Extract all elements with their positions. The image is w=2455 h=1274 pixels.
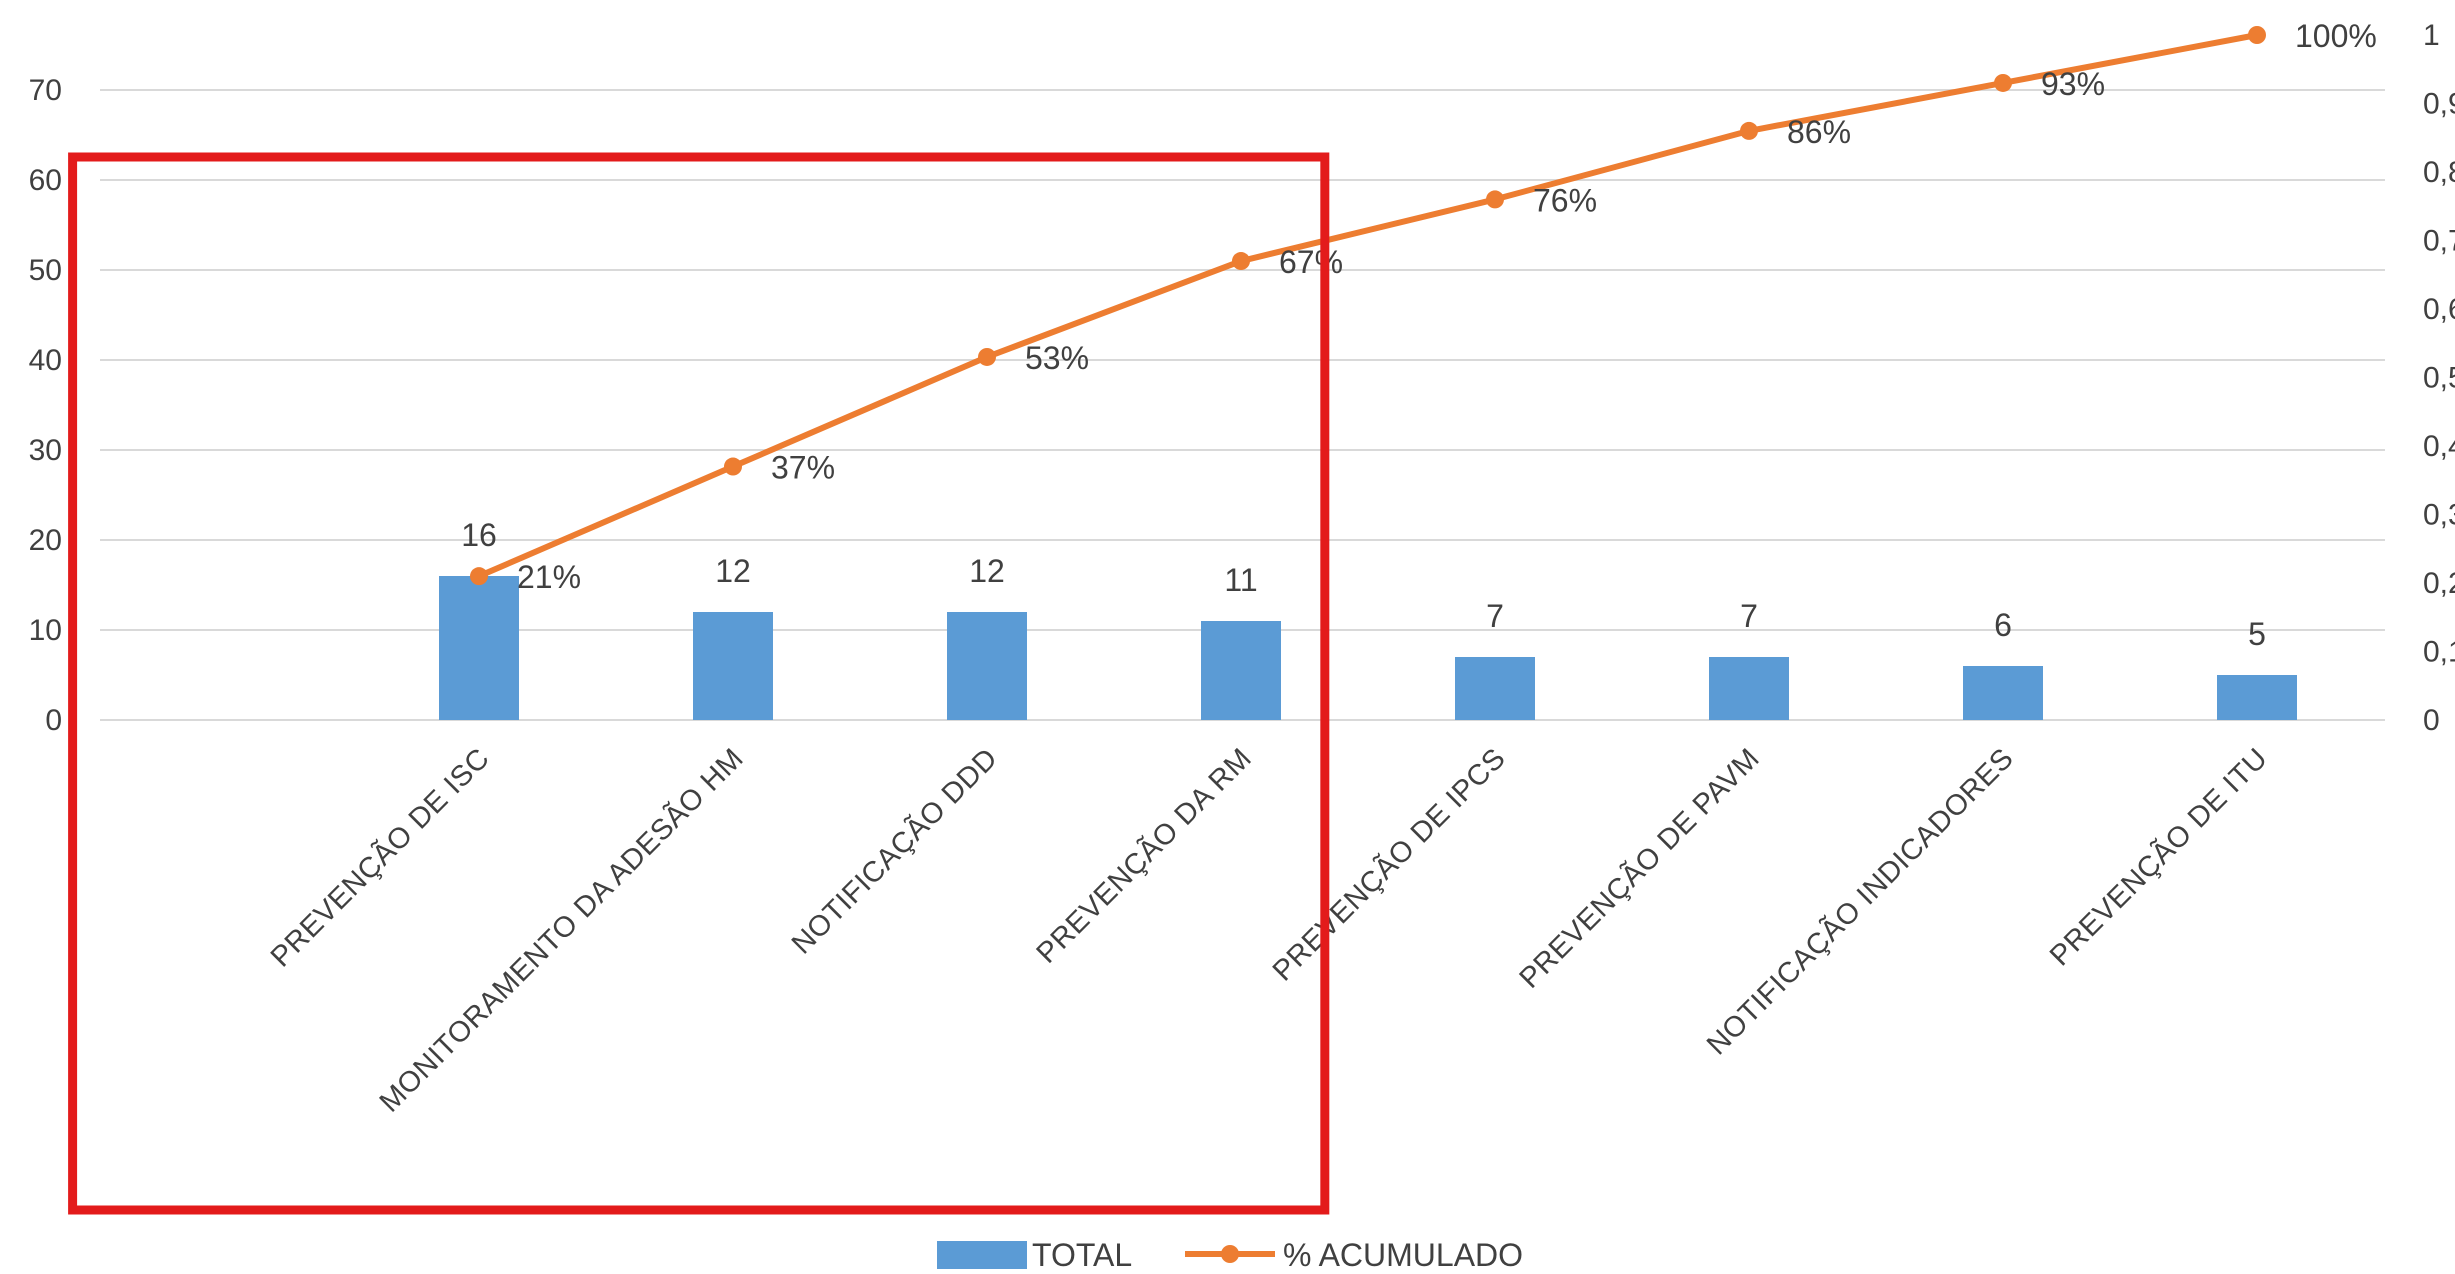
category-label: PREVENÇÃO DE ISC xyxy=(263,741,496,974)
legend-swatch-total xyxy=(937,1241,1027,1269)
category-label: PREVENÇÃO DE IPCS xyxy=(1265,741,1512,988)
right-tick-label: 0 xyxy=(2423,704,2440,737)
acumulado-value-label: 37% xyxy=(771,450,835,486)
bar xyxy=(1963,666,2043,720)
bar-value-label: 11 xyxy=(1224,562,1257,598)
left-tick-label: 70 xyxy=(29,74,62,107)
legend-label-total: TOTAL xyxy=(1032,1237,1132,1273)
acumulado-point xyxy=(2248,26,2266,44)
acumulado-value-label: 76% xyxy=(1533,182,1597,218)
right-tick-label: 0,5 xyxy=(2423,362,2455,395)
acumulado-point xyxy=(470,567,488,586)
left-tick-label: 20 xyxy=(29,524,62,557)
right-tick-label: 0,8 xyxy=(2423,156,2455,189)
acumulado-value-label: 100% xyxy=(2295,18,2377,54)
bar-value-label: 12 xyxy=(969,553,1005,589)
bar-value-label: 12 xyxy=(715,553,751,589)
right-tick-label: 0,1 xyxy=(2423,636,2455,669)
right-tick-label: 0,9 xyxy=(2423,88,2455,121)
bar xyxy=(693,612,773,720)
bar xyxy=(2217,675,2297,720)
bar xyxy=(1709,657,1789,720)
highlight-box xyxy=(68,152,1330,1215)
bar-value-label: 6 xyxy=(1994,607,2012,643)
bar xyxy=(1455,657,1535,720)
line-acumulado xyxy=(470,26,2266,586)
acumulado-value-label: 21% xyxy=(517,559,581,595)
legend-label-acumulado: % ACUMULADO xyxy=(1283,1237,1523,1273)
bars-total xyxy=(439,576,2297,720)
bar-value-label: 7 xyxy=(1740,598,1758,634)
acumulado-point xyxy=(1486,190,1504,209)
acumulado-line xyxy=(477,32,2258,579)
category-label: NOTIFICAÇÃO INDICADORES xyxy=(1700,741,2020,1061)
bar xyxy=(1201,621,1281,720)
left-tick-label: 60 xyxy=(29,164,62,197)
right-tick-label: 1 xyxy=(2423,19,2440,52)
acumulado-value-label: 93% xyxy=(2041,66,2105,102)
acumulado-point xyxy=(724,457,742,476)
line-data-labels: 21% 37% 53% 67% 76% 86% 93% 100% xyxy=(517,18,2377,595)
left-axis: 0 10 20 30 40 50 60 70 xyxy=(29,74,62,737)
acumulado-point xyxy=(1232,252,1250,271)
category-label: PREVENÇÃO DE PAVM xyxy=(1512,741,1766,995)
left-tick-label: 40 xyxy=(29,344,62,377)
acumulado-point xyxy=(1994,73,2012,92)
category-label: PREVENÇÃO DE ITU xyxy=(2043,741,2274,972)
bar-value-label: 7 xyxy=(1486,598,1504,634)
left-tick-label: 0 xyxy=(45,704,62,737)
left-tick-label: 50 xyxy=(29,254,62,287)
right-tick-label: 0,3 xyxy=(2423,499,2455,532)
right-tick-label: 0,7 xyxy=(2423,225,2455,258)
acumulado-value-label: 53% xyxy=(1025,340,1089,376)
bar xyxy=(439,576,519,720)
acumulado-value-label: 67% xyxy=(1279,244,1343,280)
acumulado-point xyxy=(1740,121,1758,140)
bar-data-labels: 16 12 12 11 7 7 6 5 xyxy=(461,517,2266,652)
bar-value-label: 16 xyxy=(461,517,497,553)
category-label: PREVENÇÃO DA RM xyxy=(1029,741,1258,970)
right-axis: 0 0,1 0,2 0,3 0,4 0,5 0,6 0,7 0,8 0,9 1 xyxy=(2423,19,2455,737)
bar xyxy=(947,612,1027,720)
category-label: NOTIFICAÇÃO DDD xyxy=(784,741,1004,961)
left-tick-label: 30 xyxy=(29,434,62,467)
legend: TOTAL % ACUMULADO xyxy=(937,1237,1523,1273)
legend-marker-acumulado xyxy=(1221,1245,1239,1263)
acumulado-value-label: 86% xyxy=(1787,114,1851,150)
left-tick-label: 10 xyxy=(29,614,62,647)
right-tick-label: 0,6 xyxy=(2423,293,2455,326)
right-tick-label: 0,2 xyxy=(2423,567,2455,600)
bar-value-label: 5 xyxy=(2248,616,2266,652)
right-tick-label: 0,4 xyxy=(2423,430,2455,463)
acumulado-point xyxy=(978,347,996,366)
